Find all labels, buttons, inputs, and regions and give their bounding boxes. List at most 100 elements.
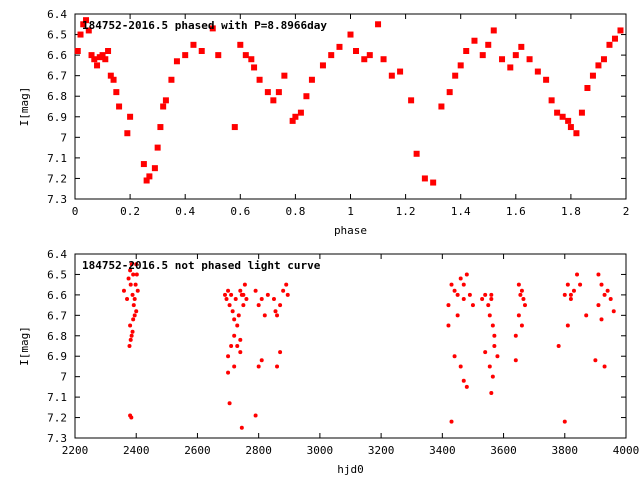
phased-data-point: [231, 124, 238, 131]
unphased-data-point: [483, 292, 488, 297]
unphased-data-point: [452, 288, 457, 293]
unphased-data-point: [275, 364, 280, 369]
unphased-data-point: [128, 323, 133, 328]
phased-data-point: [347, 31, 354, 38]
phased-data-point: [124, 130, 131, 137]
phased-data-point: [215, 52, 222, 59]
phased-data-point: [105, 48, 112, 54]
unphased-data-point: [259, 358, 264, 363]
unphased-data-point: [565, 282, 570, 287]
unphased-data-point: [253, 413, 258, 418]
unphased-data-point: [242, 282, 247, 287]
phased-data-point: [567, 124, 574, 131]
unphased-data-point: [487, 313, 492, 318]
phased-data-point: [499, 56, 506, 63]
phased-y-tick-label: 6.4: [47, 8, 67, 21]
unphased-data-point: [285, 292, 290, 297]
unphased-x-tick-label: 4000: [613, 444, 640, 457]
unphased-data-point: [489, 391, 494, 396]
unphased-data-point: [253, 288, 258, 293]
phased-data-point: [397, 68, 404, 75]
unphased-data-point: [238, 288, 243, 293]
phased-data-point: [413, 150, 420, 157]
phased-data-point: [154, 144, 161, 151]
phased-data-point: [507, 64, 514, 71]
phased-data-point: [270, 97, 277, 104]
unphased-x-tick-label: 3400: [429, 444, 456, 457]
unphased-data-point: [611, 309, 616, 314]
unphased-data-point: [226, 288, 231, 293]
phased-y-tick-label: 7.1: [47, 152, 67, 165]
phased-data-point: [116, 103, 123, 110]
phased-data-point: [565, 117, 572, 124]
unphased-data-point: [562, 419, 567, 424]
phased-chart-title: 184752-2016.5 phased with P=8.8966day: [82, 19, 327, 32]
unphased-data-point: [487, 364, 492, 369]
unphased-data-point: [262, 313, 267, 318]
phased-y-tick-label: 7: [60, 131, 67, 144]
unphased-x-tick-label: 3200: [368, 444, 395, 457]
unphased-data-point: [229, 292, 234, 297]
unphased-data-point: [265, 292, 270, 297]
phased-x-tick-label: 1.2: [396, 205, 416, 218]
unphased-data-point: [458, 364, 463, 369]
unphased-data-point: [128, 337, 133, 342]
phased-data-point: [543, 76, 550, 83]
unphased-data-point: [483, 350, 488, 355]
phased-data-point: [408, 97, 415, 104]
unphased-data-point: [575, 272, 580, 277]
unphased-y-tick-label: 6.8: [47, 330, 67, 343]
phased-x-tick-label: 1.4: [451, 205, 471, 218]
phased-x-tick-label: 2: [623, 205, 630, 218]
phased-data-point: [452, 72, 459, 79]
phased-x-axis-label: phase: [334, 224, 367, 237]
unphased-y-tick-label: 6.5: [47, 268, 67, 281]
unphased-data-point: [227, 401, 232, 406]
phased-data-point: [485, 41, 492, 48]
unphased-data-point: [568, 292, 573, 297]
unphased-data-point: [129, 262, 134, 267]
phased-x-tick-label: 1.8: [561, 205, 581, 218]
phased-data-point: [366, 52, 373, 59]
unphased-data-point: [461, 296, 466, 301]
phased-y-tick-label: 6.6: [47, 49, 67, 62]
unphased-data-point: [489, 292, 494, 297]
unphased-x-tick-label: 2400: [123, 444, 150, 457]
phased-data-point: [83, 17, 90, 24]
phased-data-point: [336, 43, 343, 50]
unphased-data-point: [134, 309, 139, 314]
unphased-data-point: [244, 296, 249, 301]
phased-y-tick-label: 6.7: [47, 70, 67, 83]
unphased-data-point: [593, 358, 598, 363]
phased-data-point: [289, 117, 296, 124]
phased-data-point: [168, 76, 175, 83]
unphased-data-point: [605, 288, 610, 293]
phased-data-point: [361, 56, 368, 63]
unphased-data-points: [121, 262, 616, 430]
unphased-x-tick-label: 2800: [245, 444, 272, 457]
unphased-data-point: [127, 344, 132, 348]
phased-data-point: [209, 25, 216, 32]
unphased-data-point: [130, 329, 135, 334]
unphased-y-tick-label: 6.4: [47, 248, 67, 261]
unphased-data-point: [599, 317, 604, 322]
phased-data-point: [80, 21, 87, 28]
phased-data-point: [380, 56, 387, 63]
phased-data-point: [430, 179, 437, 186]
unphased-data-point: [489, 296, 494, 301]
phased-data-point: [297, 109, 304, 116]
unphased-data-point: [131, 317, 136, 322]
unphased-data-point: [271, 296, 276, 301]
phased-y-tick-label: 6.8: [47, 90, 67, 103]
unphased-data-point: [455, 292, 460, 297]
phased-data-point: [160, 103, 167, 110]
phased-y-tick-label: 7.2: [47, 172, 67, 185]
phased-x-tick-label: 1.6: [506, 205, 526, 218]
phased-data-points: [74, 17, 624, 186]
unphased-data-point: [278, 303, 283, 308]
unphased-data-point: [238, 337, 243, 342]
unphased-x-tick-label: 2600: [184, 444, 211, 457]
phased-x-tick-label: 0.6: [230, 205, 250, 218]
phased-data-point: [303, 93, 310, 100]
phased-data-point: [438, 103, 445, 110]
